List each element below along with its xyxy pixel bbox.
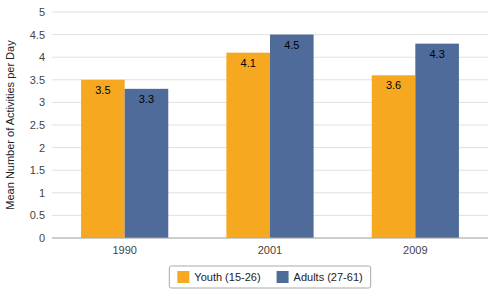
chart: 0 0.5 1 1.5 2 2.5 3 3.5 4 4.5 5 3.5 4.1 3.6 3.3 4.5 4.3 1… bbox=[0, 0, 500, 302]
legend: Youth (15-26) Adults (27-61) bbox=[169, 266, 370, 288]
y-tick-label: 4 bbox=[39, 51, 45, 63]
x-tick-label: 1990 bbox=[112, 244, 136, 256]
bar bbox=[270, 35, 314, 238]
data-label: 3.3 bbox=[139, 93, 154, 105]
y-tick-label: 2 bbox=[39, 142, 45, 154]
grid-line bbox=[52, 12, 488, 13]
y-axis-label: Mean Number of Activities per Day bbox=[4, 40, 16, 210]
y-tick-label: 3 bbox=[39, 96, 45, 108]
data-label: 3.5 bbox=[95, 84, 110, 96]
bar bbox=[415, 44, 459, 238]
legend-swatch bbox=[177, 271, 189, 283]
y-tick-label: 3.5 bbox=[30, 74, 45, 86]
y-tick-label: 1 bbox=[39, 187, 45, 199]
bar bbox=[226, 53, 270, 238]
legend-swatch bbox=[277, 271, 289, 283]
legend-entry: Adults (27-61) bbox=[294, 271, 363, 283]
grid bbox=[52, 12, 488, 238]
y-tick-label: 2.5 bbox=[30, 119, 45, 131]
y-tick-label: 0.5 bbox=[30, 209, 45, 221]
data-label: 4.3 bbox=[429, 48, 444, 60]
bars bbox=[81, 35, 459, 238]
bar bbox=[372, 75, 416, 238]
legend-frame bbox=[169, 266, 370, 288]
y-tick-label: 5 bbox=[39, 6, 45, 18]
bar bbox=[81, 80, 125, 238]
y-tick-label: 4.5 bbox=[30, 29, 45, 41]
legend-entry: Youth (15-26) bbox=[194, 271, 260, 283]
x-axis-line bbox=[52, 238, 488, 239]
bar bbox=[125, 89, 169, 238]
data-label: 4.1 bbox=[241, 57, 256, 69]
x-tick-label: 2001 bbox=[258, 244, 282, 256]
grid-line bbox=[52, 238, 488, 239]
x-tick-label: 2009 bbox=[403, 244, 427, 256]
y-tick-label: 0 bbox=[39, 232, 45, 244]
data-label: 4.5 bbox=[284, 39, 299, 51]
data-label: 3.6 bbox=[386, 79, 401, 91]
y-tick-label: 1.5 bbox=[30, 164, 45, 176]
data-labels: 3.5 4.1 3.6 3.3 4.5 4.3 bbox=[95, 39, 445, 105]
